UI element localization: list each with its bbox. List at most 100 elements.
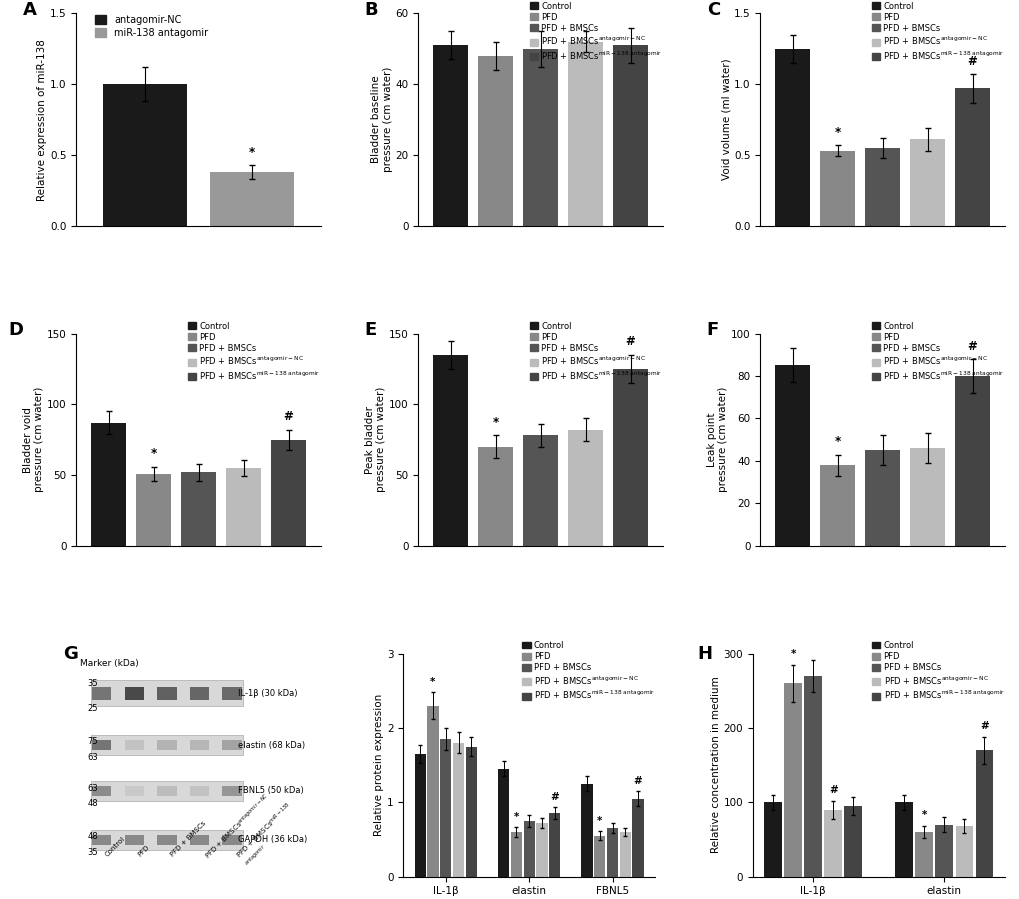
Bar	[92, 786, 111, 796]
Bar	[895, 802, 912, 877]
Text: 35: 35	[88, 848, 98, 857]
Y-axis label: Bladder void
pressure (cm water): Bladder void pressure (cm water)	[22, 387, 44, 493]
Text: PFD + BMSCs$^{antagomir-NC}$: PFD + BMSCs$^{antagomir-NC}$	[202, 791, 272, 861]
Bar	[497, 769, 508, 877]
Bar	[136, 474, 171, 546]
Text: IL-1β (30 kDa): IL-1β (30 kDa)	[237, 689, 298, 698]
Legend: Control, PFD, PFD + BMSCs, PFD + BMSCs$^{\mathregular{antagomir-NC}}$, PFD + BMS: Control, PFD, PFD + BMSCs, PFD + BMSCs$^…	[529, 321, 662, 383]
Text: 63: 63	[88, 752, 98, 761]
Bar	[568, 41, 602, 226]
Text: B: B	[365, 1, 378, 19]
Text: #: #	[283, 411, 293, 423]
Bar	[103, 85, 187, 226]
Bar	[92, 740, 111, 751]
Text: *: *	[514, 812, 519, 822]
Legend: Control, PFD, PFD + BMSCs, PFD + BMSCs$^{\mathregular{antagomir-NC}}$, PFD + BMS: Control, PFD, PFD + BMSCs, PFD + BMSCs$^…	[870, 321, 1005, 383]
Bar	[478, 56, 513, 226]
Bar	[222, 740, 242, 751]
Text: #: #	[979, 721, 987, 731]
Text: *: *	[790, 649, 795, 659]
Bar	[92, 834, 111, 845]
Bar	[523, 821, 534, 877]
Text: F: F	[706, 321, 718, 339]
Bar	[91, 830, 243, 850]
Y-axis label: Leak point
pressure (cm water): Leak point pressure (cm water)	[706, 387, 728, 493]
Bar	[581, 784, 592, 877]
Bar	[190, 687, 209, 700]
Y-axis label: Relative protein expression: Relative protein expression	[374, 694, 384, 836]
Text: A: A	[22, 1, 37, 19]
Text: C: C	[706, 1, 719, 19]
Bar	[523, 435, 557, 546]
Bar	[612, 369, 648, 546]
Text: #: #	[549, 792, 558, 802]
Bar	[124, 834, 144, 845]
Text: elastin (68 kDa): elastin (68 kDa)	[237, 741, 305, 750]
Y-axis label: Relative concentration in medium: Relative concentration in medium	[710, 677, 720, 853]
Text: *: *	[834, 126, 840, 138]
Bar	[954, 376, 989, 546]
Bar	[955, 826, 972, 877]
Text: PFD: PFD	[137, 843, 150, 858]
Bar	[92, 687, 111, 700]
Text: *: *	[151, 447, 157, 460]
Bar	[763, 802, 782, 877]
Text: D: D	[8, 321, 23, 339]
Bar	[478, 447, 513, 546]
Text: 63: 63	[88, 784, 98, 793]
Bar	[620, 832, 631, 877]
Bar	[91, 423, 126, 546]
Bar	[222, 834, 242, 845]
Bar	[91, 780, 243, 801]
Bar	[548, 814, 559, 877]
Bar	[190, 740, 209, 751]
Text: *: *	[430, 677, 435, 687]
Bar	[415, 754, 426, 877]
Legend: Control, PFD, PFD + BMSCs, PFD + BMSCs$^{\mathregular{antagomir-NC}}$, PFD + BMS: Control, PFD, PFD + BMSCs, PFD + BMSCs$^…	[870, 1, 1005, 62]
Text: 35: 35	[88, 680, 98, 689]
Bar	[774, 49, 809, 226]
Bar	[190, 786, 209, 796]
Text: H: H	[697, 645, 711, 663]
Text: 48: 48	[88, 832, 98, 841]
Bar	[909, 449, 945, 546]
Bar	[226, 468, 261, 546]
Text: #: #	[828, 785, 837, 795]
Bar	[864, 148, 900, 226]
Text: FBNL5 (50 kDa): FBNL5 (50 kDa)	[237, 787, 304, 796]
Bar	[427, 706, 438, 877]
Bar	[157, 740, 176, 751]
Bar	[844, 806, 861, 877]
Bar	[222, 687, 242, 700]
Bar	[440, 739, 451, 877]
Bar	[452, 743, 464, 877]
Bar	[157, 687, 176, 700]
Text: Marker (kDa): Marker (kDa)	[79, 659, 139, 668]
Text: 75: 75	[88, 737, 98, 746]
Text: G: G	[63, 645, 77, 663]
Bar	[954, 88, 989, 226]
Bar	[914, 832, 932, 877]
Text: GAPDH (36 kDa): GAPDH (36 kDa)	[237, 835, 307, 844]
Bar	[180, 472, 216, 546]
Bar	[466, 746, 477, 877]
Bar	[157, 786, 176, 796]
Bar	[612, 45, 648, 226]
Bar	[819, 465, 854, 546]
Bar	[864, 450, 900, 546]
Text: #: #	[967, 55, 976, 68]
Bar	[909, 139, 945, 226]
Bar	[632, 798, 643, 877]
Text: PFD + BMSCs: PFD + BMSCs	[169, 820, 207, 858]
Bar	[271, 440, 306, 546]
Y-axis label: Void volume (ml water): Void volume (ml water)	[720, 58, 731, 181]
Text: #: #	[633, 776, 642, 786]
Legend: Control, PFD, PFD + BMSCs, PFD + BMSCs$^{\mathregular{antagomir-NC}}$, PFD + BMS: Control, PFD, PFD + BMSCs, PFD + BMSCs$^…	[870, 640, 1005, 702]
Bar	[157, 834, 176, 845]
Text: *: *	[596, 816, 602, 826]
Text: #: #	[967, 340, 976, 352]
Text: 25: 25	[88, 704, 98, 713]
Bar	[819, 151, 854, 226]
Bar	[91, 681, 243, 706]
Bar	[568, 430, 602, 546]
